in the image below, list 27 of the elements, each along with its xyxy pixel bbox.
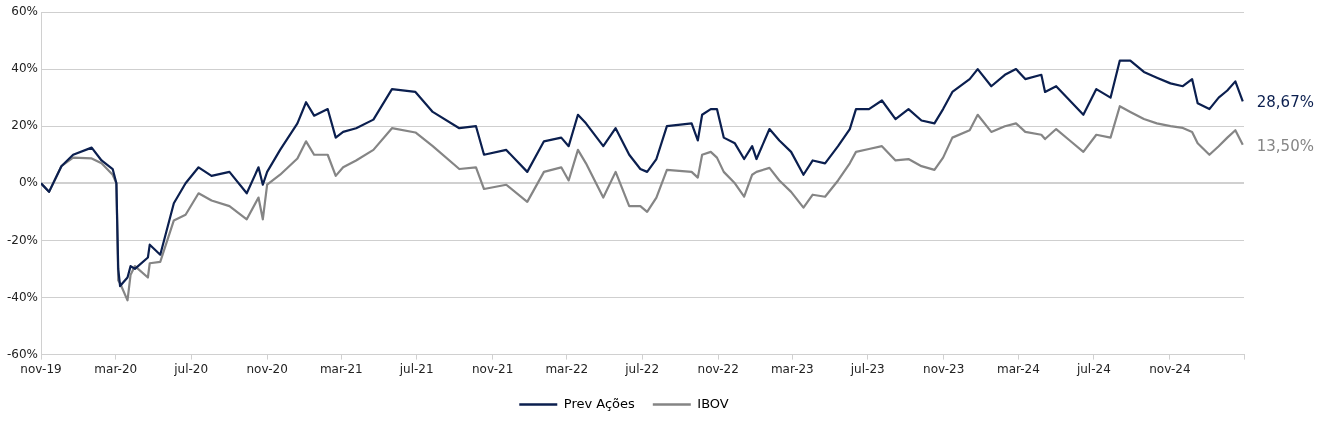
y-tick-label: 20%	[11, 118, 38, 133]
x-tick-label: nov-20	[246, 361, 288, 376]
legend-label: Prev Ações	[563, 395, 636, 411]
x-tick-label: jul-23	[849, 361, 885, 376]
annotation: 13,50%	[1256, 136, 1314, 155]
y-tick-label: -40%	[6, 289, 38, 304]
x-tick-label: jul-24	[1075, 361, 1111, 376]
x-tick-label: mar-21	[319, 361, 363, 376]
x-tick-label: mar-20	[94, 361, 138, 376]
y-tick-label: 60%	[11, 4, 38, 19]
x-tick-label: nov-22	[697, 361, 739, 376]
x-tick-label: mar-23	[770, 361, 814, 376]
y-tick-label: 40%	[11, 61, 38, 76]
x-tick-label: mar-22	[545, 361, 589, 376]
x-tick-label: nov-23	[923, 361, 965, 376]
y-tick-label: -60%	[6, 346, 38, 361]
x-tick-label: mar-24	[997, 361, 1040, 376]
x-tick-label: jul-20	[173, 361, 209, 376]
x-tick-label: nov-24	[1149, 361, 1191, 376]
x-tick-label: jul-21	[398, 361, 434, 376]
x-tick-label: nov-19	[20, 361, 62, 376]
x-tick-label: nov-21	[472, 361, 514, 376]
y-tick-label: -20%	[6, 232, 38, 247]
x-tick-label: jul-22	[624, 361, 660, 376]
annotation: 28,67%	[1256, 93, 1314, 112]
legend-label: IBOV	[697, 395, 729, 411]
y-tick-label: 0%	[18, 175, 38, 190]
